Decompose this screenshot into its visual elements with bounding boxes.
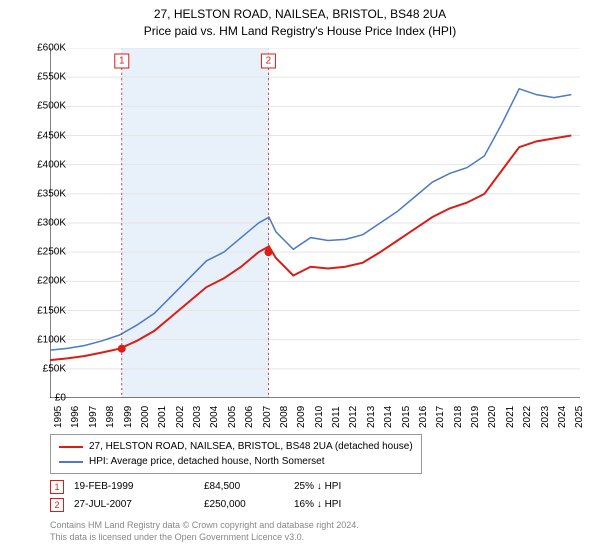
- sale-price: £250,000: [204, 496, 284, 514]
- y-tick-label: £500K: [37, 101, 66, 112]
- x-tick-label: 2025: [574, 406, 585, 428]
- svg-text:1: 1: [119, 56, 125, 67]
- y-tick-label: £350K: [37, 188, 66, 199]
- x-tick-label: 2018: [453, 406, 464, 428]
- x-tick-label: 2015: [401, 406, 412, 428]
- x-tick-label: 1996: [70, 406, 81, 428]
- x-tick-label: 2005: [227, 406, 238, 428]
- footer-line1: Contains HM Land Registry data © Crown c…: [50, 520, 359, 532]
- x-tick-label: 2008: [279, 406, 290, 428]
- x-tick-label: 2004: [209, 406, 220, 428]
- x-tick-label: 2023: [540, 406, 551, 428]
- x-tick-label: 2017: [435, 406, 446, 428]
- line-chart: 12: [50, 48, 580, 398]
- legend-label: HPI: Average price, detached house, Nort…: [89, 454, 325, 469]
- sales-row: 2 27-JUL-2007 £250,000 16% ↓ HPI: [50, 496, 374, 514]
- legend-swatch: [59, 446, 83, 448]
- x-tick-label: 2001: [157, 406, 168, 428]
- chart-area: 12: [50, 48, 580, 398]
- legend-label: 27, HELSTON ROAD, NAILSEA, BRISTOL, BS48…: [89, 439, 413, 454]
- footer: Contains HM Land Registry data © Crown c…: [50, 520, 359, 543]
- y-tick-label: £400K: [37, 159, 66, 170]
- x-tick-label: 2012: [348, 406, 359, 428]
- legend-item: HPI: Average price, detached house, Nort…: [59, 454, 413, 469]
- x-tick-label: 2020: [487, 406, 498, 428]
- sale-hpi-diff: 16% ↓ HPI: [294, 496, 374, 514]
- title-block: 27, HELSTON ROAD, NAILSEA, BRISTOL, BS48…: [0, 0, 600, 40]
- y-tick-label: £250K: [37, 247, 66, 258]
- legend: 27, HELSTON ROAD, NAILSEA, BRISTOL, BS48…: [50, 434, 422, 474]
- x-tick-label: 2021: [505, 406, 516, 428]
- legend-swatch: [59, 461, 83, 463]
- y-tick-label: £200K: [37, 276, 66, 287]
- legend-item: 27, HELSTON ROAD, NAILSEA, BRISTOL, BS48…: [59, 439, 413, 454]
- sales-row: 1 19-FEB-1999 £84,500 25% ↓ HPI: [50, 478, 374, 496]
- sale-date: 19-FEB-1999: [74, 478, 194, 496]
- sales-table: 1 19-FEB-1999 £84,500 25% ↓ HPI 2 27-JUL…: [50, 478, 374, 514]
- x-tick-label: 1998: [105, 406, 116, 428]
- svg-text:2: 2: [266, 56, 272, 67]
- x-tick-label: 1999: [123, 406, 134, 428]
- x-tick-label: 2003: [192, 406, 203, 428]
- y-tick-label: £300K: [37, 218, 66, 229]
- x-tick-label: 2002: [175, 406, 186, 428]
- x-tick-label: 1997: [88, 406, 99, 428]
- x-tick-label: 1995: [53, 406, 64, 428]
- x-tick-label: 2022: [522, 406, 533, 428]
- x-tick-label: 2014: [383, 406, 394, 428]
- x-tick-label: 2009: [296, 406, 307, 428]
- x-tick-label: 2007: [262, 406, 273, 428]
- x-tick-label: 2019: [470, 406, 481, 428]
- sale-hpi-diff: 25% ↓ HPI: [294, 478, 374, 496]
- sale-date: 27-JUL-2007: [74, 496, 194, 514]
- x-tick-label: 2013: [366, 406, 377, 428]
- y-tick-label: £600K: [37, 43, 66, 54]
- y-tick-label: £150K: [37, 305, 66, 316]
- sale-marker-icon: 2: [50, 498, 64, 512]
- chart-container: 27, HELSTON ROAD, NAILSEA, BRISTOL, BS48…: [0, 0, 600, 560]
- x-tick-label: 2010: [314, 406, 325, 428]
- x-tick-label: 2016: [418, 406, 429, 428]
- y-tick-label: £450K: [37, 130, 66, 141]
- y-tick-label: £550K: [37, 72, 66, 83]
- sale-marker-icon: 1: [50, 480, 64, 494]
- y-tick-label: £50K: [43, 363, 66, 374]
- x-tick-label: 2011: [331, 406, 342, 428]
- x-tick-label: 2006: [244, 406, 255, 428]
- title-line2: Price paid vs. HM Land Registry's House …: [0, 23, 600, 40]
- y-tick-label: £0: [55, 393, 66, 404]
- title-line1: 27, HELSTON ROAD, NAILSEA, BRISTOL, BS48…: [0, 6, 600, 23]
- sale-price: £84,500: [204, 478, 284, 496]
- y-tick-label: £100K: [37, 334, 66, 345]
- x-tick-label: 2024: [557, 406, 568, 428]
- x-tick-label: 2000: [140, 406, 151, 428]
- footer-line2: This data is licensed under the Open Gov…: [50, 532, 359, 544]
